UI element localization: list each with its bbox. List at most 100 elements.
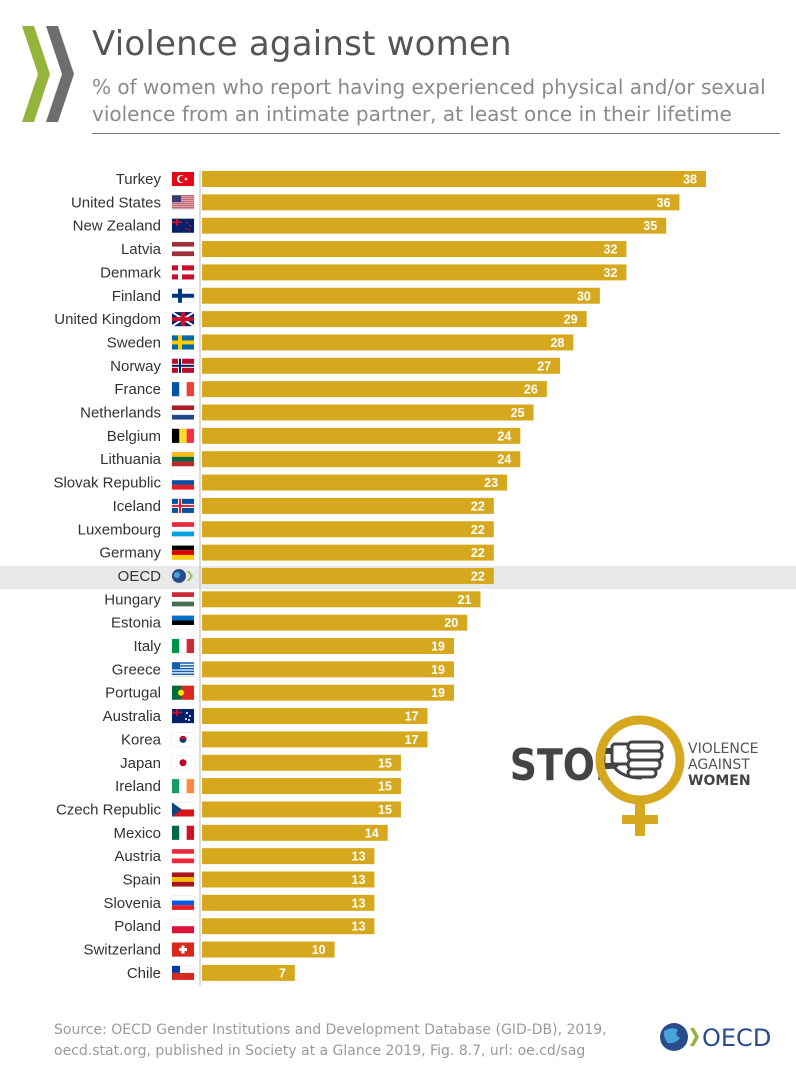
bar-row-iceland: Iceland 22 xyxy=(113,497,494,515)
category-label: Korea xyxy=(121,731,162,748)
oecd-globe-icon xyxy=(660,1023,699,1051)
stop-violence-badge: STOP VIOLENCE AGAINST WOMEN xyxy=(510,715,758,836)
bar xyxy=(202,427,521,444)
category-label: Switzerland xyxy=(83,942,161,959)
bar-row-italy: Italy 19 xyxy=(133,638,454,655)
source-note: Source: OECD Gender Institutions and Dev… xyxy=(54,1020,644,1062)
category-label: Lithuania xyxy=(100,451,162,468)
subtitle-line-2: violence from an intimate partner, at le… xyxy=(92,102,732,126)
category-label: Luxembourg xyxy=(78,521,161,538)
category-label: Slovak Republic xyxy=(53,475,161,492)
bar-row-sweden: Sweden 28 xyxy=(107,334,574,351)
category-label: Denmark xyxy=(100,264,161,281)
flag-portugal-icon xyxy=(171,685,195,700)
bar-value-label: 19 xyxy=(431,686,445,700)
flag-hungary-icon xyxy=(171,592,195,607)
bar-value-label: 32 xyxy=(604,243,618,257)
bar-value-label: 14 xyxy=(365,826,379,840)
bar-row-greece: Greece 19 xyxy=(112,661,454,678)
bar xyxy=(202,241,627,258)
bar-row-slovak-republic: Slovak Republic 23 xyxy=(53,474,508,492)
bar xyxy=(202,824,388,841)
bar xyxy=(202,684,454,701)
flag-slovak-republic-icon xyxy=(171,475,195,490)
bar-value-label: 22 xyxy=(471,546,485,560)
category-label: Hungary xyxy=(104,591,161,608)
bar-value-label: 38 xyxy=(683,173,697,187)
bar xyxy=(202,614,468,631)
flag-lithuania-icon xyxy=(171,451,195,467)
bar-row-new-zealand: New Zealand 35 xyxy=(73,217,667,235)
source-line-2: oecd.stat.org, published in Society at a… xyxy=(54,1043,586,1059)
bar-row-czech-republic: Czech Republic 15 xyxy=(56,801,401,818)
bar-value-label: 32 xyxy=(604,266,618,280)
category-label: New Zealand xyxy=(73,218,161,235)
bar-value-label: 30 xyxy=(577,289,591,303)
venus-cross xyxy=(622,815,658,824)
flag-slovenia-icon xyxy=(171,895,195,911)
flag-sweden-icon xyxy=(171,335,195,350)
bar xyxy=(202,171,706,187)
flag-norway-icon xyxy=(171,358,195,374)
bar-row-australia: Australia 17 xyxy=(103,708,428,725)
bar-value-label: 13 xyxy=(352,920,366,934)
bar-row-netherlands: Netherlands 25 xyxy=(80,404,534,422)
flag-luxembourg-icon xyxy=(171,522,195,537)
bar-value-label: 24 xyxy=(497,429,511,443)
bar-row-korea: Korea 17 xyxy=(121,731,428,748)
category-label: Greece xyxy=(112,661,161,678)
bar-value-label: 36 xyxy=(657,196,671,210)
category-label: Germany xyxy=(99,545,161,562)
fist-icon xyxy=(610,740,664,780)
source-line-1: Source: OECD Gender Institutions and Dev… xyxy=(54,1022,607,1038)
badge-line-3: WOMEN xyxy=(688,773,751,789)
bar-value-label: 26 xyxy=(524,383,538,397)
bar-value-label: 7 xyxy=(279,966,286,980)
category-label: Belgium xyxy=(107,428,161,445)
flag-poland-icon xyxy=(171,918,195,934)
bar-row-japan: Japan 15 xyxy=(120,754,401,772)
flag-spain-icon xyxy=(171,872,195,887)
bar xyxy=(202,941,335,958)
bar-value-label: 15 xyxy=(378,780,392,794)
category-label: Italy xyxy=(133,638,161,655)
bar-row-finland: Finland 30 xyxy=(112,287,600,305)
bar xyxy=(202,217,667,234)
subtitle-line-1: % of women who report having experienced… xyxy=(92,75,766,99)
badge-line-2: AGAINST xyxy=(688,757,750,773)
flag-united-kingdom-icon xyxy=(171,311,195,327)
bar-row-luxembourg: Luxembourg 22 xyxy=(78,521,494,538)
bar-row-united-states: United States 36 xyxy=(71,194,680,211)
bar xyxy=(202,334,574,351)
bar-row-latvia: Latvia 32 xyxy=(121,241,627,258)
flag-iceland-icon xyxy=(171,498,195,514)
bar xyxy=(202,918,375,935)
bar-row-turkey: Turkey 38 xyxy=(116,171,706,188)
bar xyxy=(202,894,375,911)
bar-value-label: 17 xyxy=(405,733,419,747)
chart-rows: Turkey 38 United States 36 New Zealand 35 Latv… xyxy=(53,171,706,982)
bar xyxy=(202,474,508,491)
bar xyxy=(202,451,521,468)
flag-germany-icon xyxy=(171,545,195,560)
category-label: Czech Republic xyxy=(56,801,162,818)
bar-value-label: 35 xyxy=(643,219,657,233)
bar-value-label: 13 xyxy=(352,850,366,864)
bar-value-label: 15 xyxy=(378,803,392,817)
bar xyxy=(202,871,375,888)
badge-line-1: VIOLENCE xyxy=(688,741,758,757)
bar-row-oecd: OECD 22 xyxy=(118,567,494,585)
flag-united-states-icon xyxy=(171,195,195,210)
category-label: Austria xyxy=(114,848,161,865)
bar-value-label: 27 xyxy=(537,359,551,373)
bar-value-label: 15 xyxy=(378,756,392,770)
bar xyxy=(202,194,680,211)
category-label: Estonia xyxy=(111,615,162,632)
bar xyxy=(202,381,547,398)
flag-latvia-icon xyxy=(171,241,195,257)
bar xyxy=(202,731,428,748)
bar xyxy=(202,567,494,584)
bar xyxy=(202,497,494,514)
bar-value-label: 29 xyxy=(564,313,578,327)
category-label: Latvia xyxy=(121,241,162,258)
